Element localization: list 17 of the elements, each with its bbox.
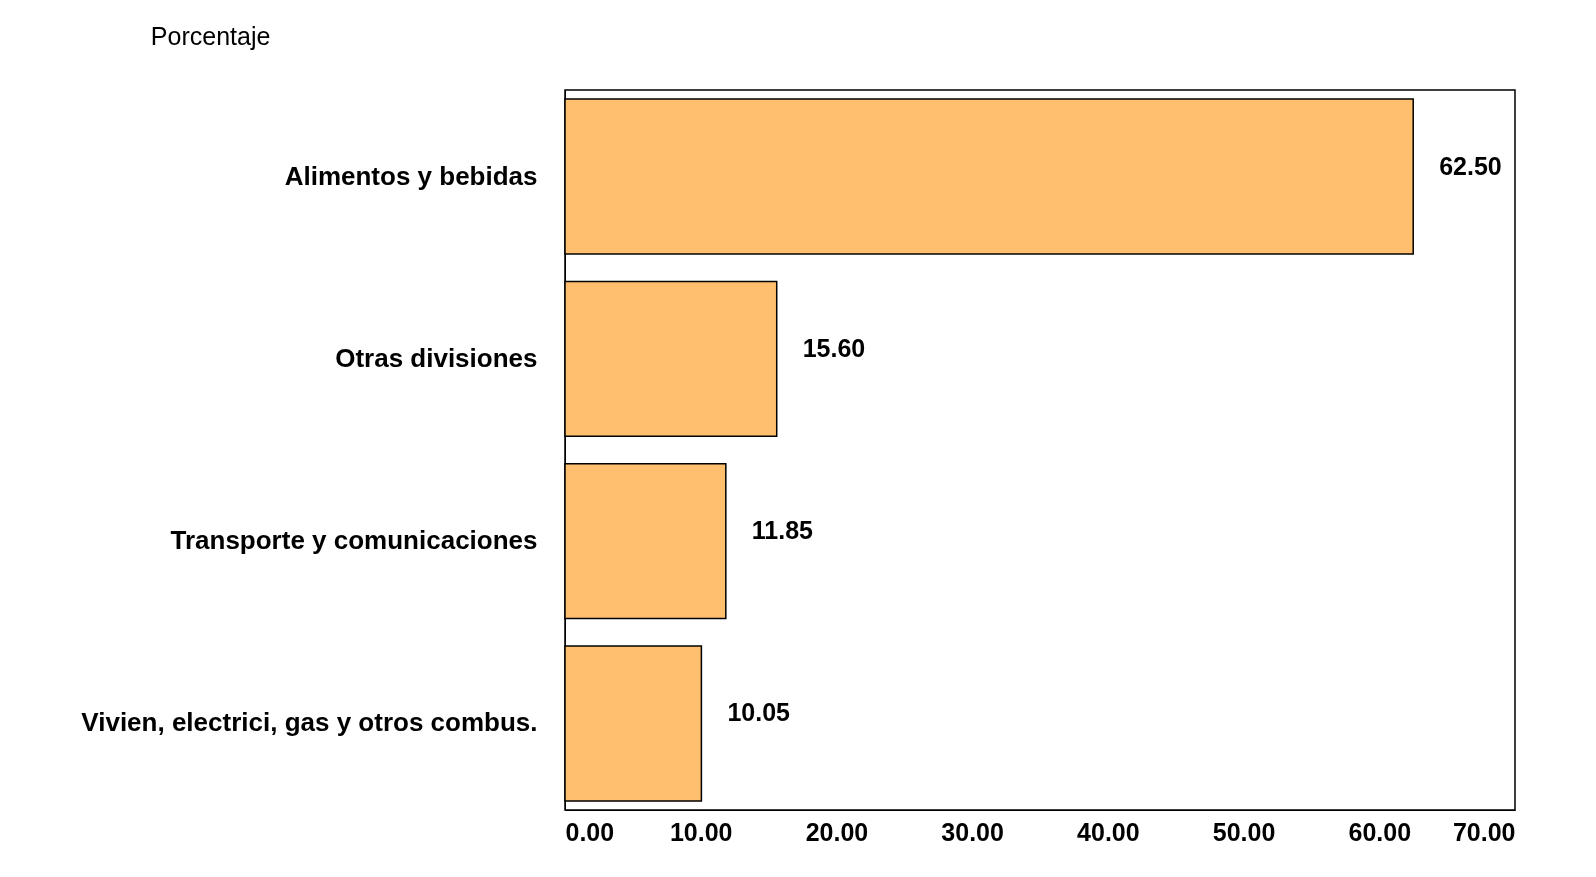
data-label: 62.50	[1439, 151, 1502, 180]
data-label: 11.85	[751, 516, 814, 545]
x-tick-label: 20.00	[805, 817, 869, 846]
x-tick-label: 30.00	[941, 817, 1004, 846]
y-tick-label: Otras divisiones	[335, 342, 538, 373]
x-tick-label: 70.00	[1452, 817, 1516, 846]
x-axis-title: Porcentaje	[150, 22, 271, 50]
x-tick-label: 60.00	[1348, 817, 1412, 846]
x-tick-label: 0.00	[565, 817, 615, 846]
x-tick-label: 40.00	[1077, 817, 1140, 846]
y-tick-label: Transporte y comunicaciones	[170, 525, 538, 556]
data-label: 15.60	[802, 333, 866, 362]
data-label: 10.05	[727, 698, 791, 727]
x-tick-label: 50.00	[1212, 817, 1276, 846]
y-tick-label: Vivien, electrici, gas y otros combus.	[81, 707, 538, 738]
x-tick-label: 10.00	[669, 817, 733, 846]
y-tick-label: Alimentos y bebidas	[284, 160, 538, 191]
